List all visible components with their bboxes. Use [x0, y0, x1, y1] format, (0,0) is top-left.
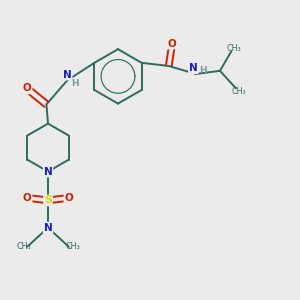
Text: CH₃: CH₃ — [232, 87, 247, 96]
Text: H: H — [199, 66, 207, 75]
Text: O: O — [23, 193, 32, 203]
Text: O: O — [64, 193, 73, 203]
Text: N: N — [44, 167, 52, 177]
Text: S: S — [44, 195, 52, 206]
Text: N: N — [44, 223, 52, 232]
Text: CH₃: CH₃ — [65, 242, 80, 251]
Text: O: O — [23, 83, 32, 93]
Text: O: O — [168, 39, 176, 49]
Text: CH₃: CH₃ — [227, 44, 242, 53]
Text: N: N — [189, 63, 198, 73]
Text: N: N — [63, 70, 72, 80]
Text: H: H — [71, 79, 79, 88]
Text: CH₃: CH₃ — [16, 242, 31, 251]
